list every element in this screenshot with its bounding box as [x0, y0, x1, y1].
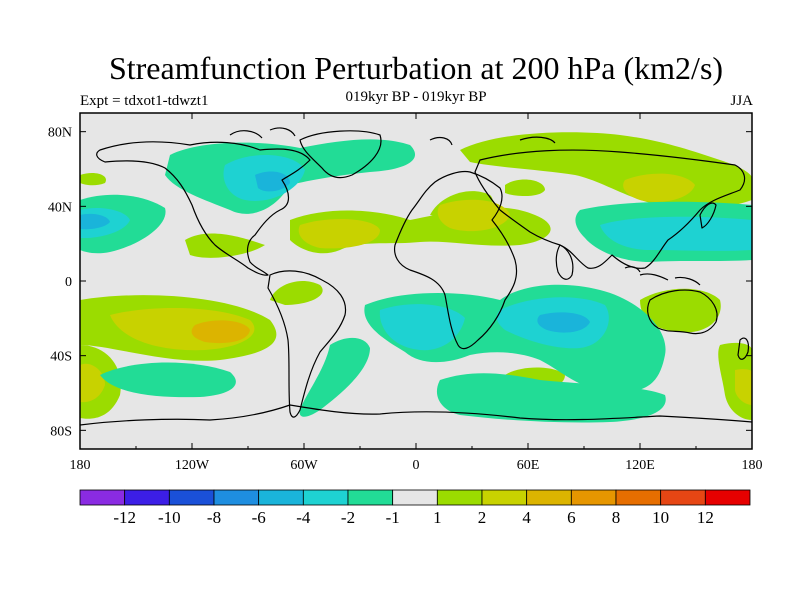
colorbar-label: -10: [158, 508, 181, 527]
positive-contours-level3: [191, 320, 250, 344]
colorbar-label: 2: [478, 508, 487, 527]
colorbar-label: 1: [433, 508, 442, 527]
coastlines: [80, 127, 752, 426]
period-label: 019kyr BP - 019kyr BP: [345, 89, 487, 105]
colorbar-swatch: [124, 489, 170, 506]
colorbar-swatch: [347, 489, 394, 506]
colorbar-swatch: [79, 489, 126, 506]
greenland-coast: [299, 130, 382, 179]
colorbar-label: -8: [207, 508, 221, 527]
colorbar-label: -2: [341, 508, 355, 527]
north-america-coast: [96, 141, 311, 276]
colorbar: -12 -10 -8 -6 -4 -2 -1 1 2 4 6 8 10 12: [79, 489, 751, 527]
x-tick-label: 180: [70, 458, 91, 473]
chart-title: Streamfunction Perturbation at 200 hPa (…: [108, 50, 724, 86]
japan-coast: [699, 202, 717, 229]
x-tick-label: 60W: [290, 458, 318, 473]
colorbar-swatch: [168, 489, 215, 506]
asia-coast: [474, 149, 746, 269]
y-tick-label: 0: [65, 275, 72, 290]
new-zealand-coast: [737, 337, 750, 360]
india-coast: [555, 244, 574, 280]
colorbar-label: -1: [386, 508, 400, 527]
y-tick-label: 40S: [50, 350, 72, 365]
colorbar-swatch: [392, 489, 438, 506]
season-label: JJA: [730, 93, 753, 109]
colorbar-swatch: [615, 489, 662, 506]
x-tick-label: 120E: [625, 458, 655, 473]
colorbar-label: 6: [567, 508, 576, 527]
contour-field: [80, 113, 752, 449]
colorbar-swatch: [660, 489, 706, 506]
x-tick-label: 60E: [517, 458, 540, 473]
positive-contours-level2: [80, 173, 752, 405]
colorbar-label: 12: [697, 508, 714, 527]
x-tick-label: 180: [742, 458, 763, 473]
colorbar-swatch: [526, 489, 572, 506]
colorbar-label: 8: [612, 508, 621, 527]
colorbar-swatch: [481, 489, 528, 506]
x-axis-ticks: 180 120W 60W 0 60E 120E 180: [70, 113, 763, 473]
colorbar-label: 10: [652, 508, 669, 527]
south-america-coast: [267, 270, 347, 418]
colorbar-swatch: [258, 489, 304, 506]
colorbar-swatch: [436, 489, 483, 506]
x-tick-label: 120W: [175, 458, 210, 473]
y-tick-label: 40N: [48, 200, 72, 215]
y-axis-ticks: 80N 40N 0 40S 80S: [48, 126, 752, 439]
y-tick-label: 80S: [50, 424, 72, 439]
europe-africa-coast: [393, 170, 518, 350]
colorbar-swatch: [213, 489, 260, 506]
colorbar-label: -12: [113, 508, 136, 527]
y-tick-label: 80N: [48, 126, 72, 141]
x-tick-label: 0: [413, 458, 420, 473]
colorbar-label: -6: [252, 508, 266, 527]
australia-coast: [647, 289, 718, 335]
maritime-continent-coast: [624, 266, 701, 286]
colorbar-swatch: [570, 489, 617, 506]
colorbar-label: -4: [296, 508, 311, 527]
colorbar-swatch: [302, 489, 349, 506]
colorbar-label: 4: [522, 508, 531, 527]
antarctica-coast: [80, 404, 752, 426]
experiment-label: Expt = tdxot1-tdwzt1: [80, 93, 209, 109]
colorbar-swatch: [704, 489, 751, 506]
arctic-islands: [229, 127, 556, 146]
negative-contours-level3: [80, 171, 590, 333]
